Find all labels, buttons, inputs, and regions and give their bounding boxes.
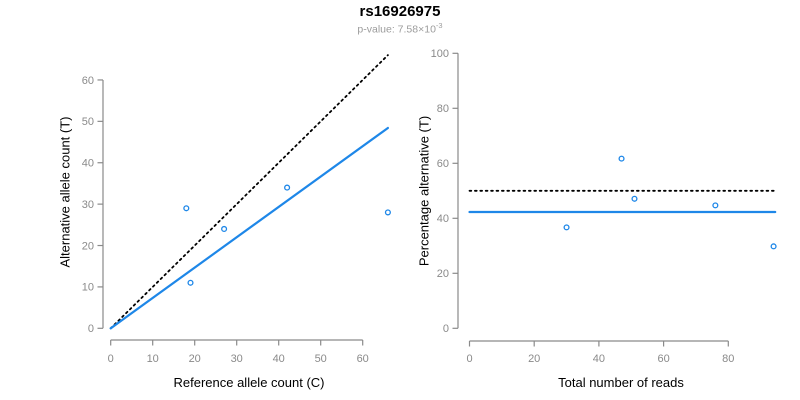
y-tick-label: 80 — [437, 103, 449, 115]
data-point — [618, 155, 625, 162]
plot-left: 0 10 20 30 40 50 60 0 10 20 30 40 50 60 — [82, 54, 391, 365]
y-tick-label: 60 — [437, 158, 449, 170]
y-tick-label: 20 — [437, 268, 449, 280]
data-point — [284, 184, 291, 191]
x-tick-label: 50 — [315, 353, 327, 365]
data-point — [770, 243, 777, 250]
y-tick-label: 0 — [443, 323, 449, 335]
x-tick-label: 20 — [189, 353, 201, 365]
x-tick-label: 40 — [273, 353, 285, 365]
y-tick-label: 40 — [437, 213, 449, 225]
data-point — [563, 224, 570, 231]
x-tick-label: 20 — [528, 353, 540, 365]
data-point — [221, 225, 228, 233]
data-point — [183, 205, 190, 212]
data-point — [187, 279, 194, 286]
plot-title: rs16926975 — [359, 3, 441, 20]
pvalue-text: p-value: 7.58×10 — [357, 23, 436, 36]
pvalue-exponent: -3 — [435, 21, 443, 30]
y-axis-label-right: Percentage alternative (T) — [416, 115, 432, 267]
data-point — [712, 202, 719, 209]
fit-line — [109, 126, 389, 330]
x-tick-label: 60 — [657, 353, 669, 365]
x-tick-label: 60 — [357, 353, 369, 365]
data-point — [384, 209, 391, 216]
x-axis-label-right: Total number of reads — [558, 375, 684, 390]
data-point — [631, 195, 638, 202]
y-tick-label: 50 — [82, 116, 94, 128]
x-tick-label: 0 — [466, 353, 472, 365]
plot-subtitle: p-value: 7.58×10-3 — [357, 21, 442, 36]
y-tick-label: 60 — [82, 75, 94, 87]
y-tick-label: 30 — [82, 199, 94, 211]
y-tick-label: 40 — [82, 158, 94, 170]
plot-right: 0 20 40 60 80 100 0 20 40 60 80 — [431, 48, 777, 365]
x-axis-label-left: Reference allele count (C) — [173, 375, 325, 390]
y-tick-label: 0 — [88, 323, 94, 335]
x-tick-label: 80 — [722, 353, 734, 365]
y-axis-label-left: Alternative allele count (T) — [57, 116, 73, 268]
x-tick-label: 10 — [147, 353, 159, 365]
x-tick-label: 30 — [231, 353, 243, 365]
identity-line — [109, 54, 389, 330]
x-tick-label: 40 — [593, 353, 605, 365]
y-tick-label: 20 — [82, 240, 94, 252]
y-tick-label: 100 — [431, 48, 449, 60]
x-tick-label: 0 — [108, 353, 114, 365]
y-tick-label: 10 — [82, 282, 94, 294]
